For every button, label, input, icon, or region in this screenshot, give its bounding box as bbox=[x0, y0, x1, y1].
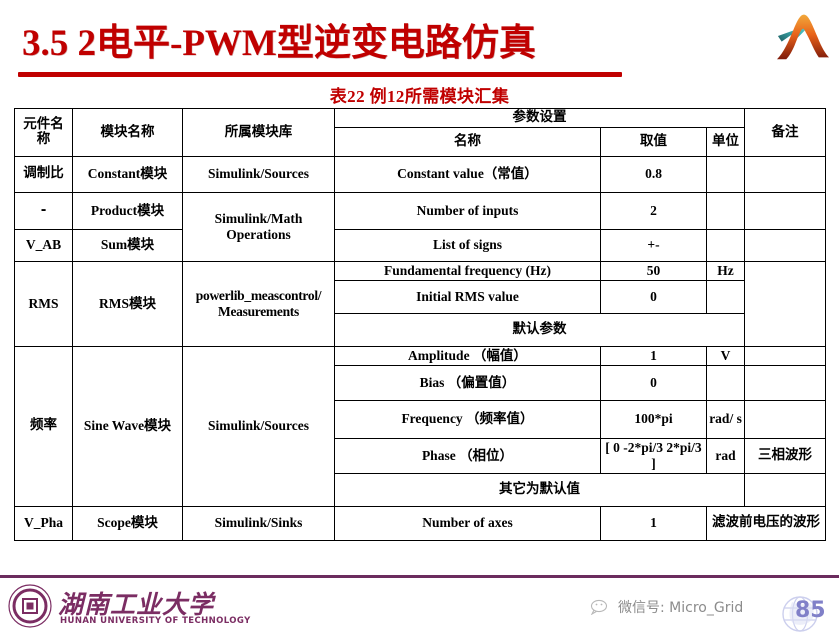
cell-component: 调制比 bbox=[14, 155, 73, 193]
cell-note bbox=[744, 155, 827, 193]
cell-value: 100*pi bbox=[600, 399, 707, 439]
table-row: Initial RMS value 0 bbox=[15, 279, 826, 314]
cell-param-span: 默认参数 bbox=[333, 312, 746, 347]
header-component-name: 元件名称 bbox=[14, 108, 73, 157]
cell-note: 滤波前电压的波形 bbox=[705, 505, 827, 541]
cell-value: 1 bbox=[600, 505, 707, 541]
table-row: Bias （偏置值） 0 bbox=[15, 364, 827, 401]
cell-component: V_Pha bbox=[14, 505, 73, 541]
cell-block: RMS模块 bbox=[72, 260, 183, 347]
cell-component: RMS bbox=[14, 260, 73, 347]
cell-unit: Hz bbox=[705, 260, 746, 281]
table-row: - Product模块 Simulink/Math Operations Num… bbox=[14, 191, 827, 262]
cell-library: Simulink/Sources bbox=[182, 345, 335, 507]
wechat-icon bbox=[590, 599, 612, 615]
cell-unit bbox=[705, 191, 746, 230]
cell-param: Phase （相位） bbox=[334, 437, 601, 474]
cell-value: 0 bbox=[600, 279, 707, 314]
cell-unit: V bbox=[705, 345, 746, 366]
table-caption: 表22 例12所需模块汇集 bbox=[329, 87, 510, 106]
cell-component: V_AB bbox=[14, 228, 73, 262]
header-param-value: 取值 bbox=[600, 126, 707, 157]
title-underline bbox=[18, 72, 622, 77]
cell-library: Simulink/Math Operations bbox=[182, 191, 335, 262]
header-block-library: 所属模块库 bbox=[182, 108, 335, 157]
cell-param: Number of inputs bbox=[334, 191, 601, 230]
wechat-label: 微信号: Micro_Grid bbox=[618, 600, 744, 616]
cell-block: Constant模块 bbox=[72, 155, 183, 193]
university-name-en: HUNAN UNIVERSITY OF TECHNOLOGY bbox=[60, 616, 251, 626]
cell-value: 1 bbox=[600, 345, 707, 366]
cell-value: 0.8 bbox=[600, 155, 707, 193]
cell-param: Constant value（常值） bbox=[334, 155, 601, 193]
cell-library: Simulink/Sources bbox=[182, 155, 335, 193]
table-header-row-1: 元件名称 模块名称 所属模块库 参数设置 备注 bbox=[14, 108, 827, 157]
cell-block: Sine Wave模块 bbox=[72, 345, 183, 507]
matlab-logo-icon bbox=[775, 10, 831, 62]
cell-unit: rad bbox=[705, 437, 746, 474]
cell-component: 频率 bbox=[14, 345, 73, 507]
cell-note bbox=[744, 228, 827, 262]
cell-note: 三相波形 bbox=[744, 437, 827, 474]
table-row: 默认参数 bbox=[15, 312, 826, 347]
cell-value: 0 bbox=[600, 364, 707, 401]
cell-unit bbox=[705, 364, 746, 401]
header-remark: 备注 bbox=[744, 108, 827, 157]
table-row: Frequency （频率值） 100*pi rad/ s bbox=[15, 399, 827, 439]
page-number: 85 bbox=[795, 598, 826, 623]
footer-divider bbox=[0, 575, 839, 578]
table-header-row-2: 名称 取值 单位 bbox=[15, 126, 826, 157]
cell-param: Frequency （频率值） bbox=[334, 399, 601, 439]
table-row: RMS RMS模块 powerlib_meascontrol/ Measurem… bbox=[14, 260, 827, 347]
header-block-name: 模块名称 bbox=[72, 108, 183, 157]
cell-param: List of signs bbox=[334, 228, 601, 262]
wechat-info: 微信号: Micro_Grid bbox=[590, 597, 743, 617]
cell-param: Initial RMS value bbox=[334, 279, 601, 314]
university-name: 湖南工业大学 bbox=[58, 590, 215, 619]
table-row: Phase （相位） [ 0 -2*pi/3 2*pi/3 ] rad 三相波形 bbox=[15, 437, 827, 474]
university-seal-icon bbox=[8, 584, 52, 628]
cell-note bbox=[744, 399, 827, 439]
title-area: 3.5 2电平-PWM型逆变电路仿真 bbox=[0, 6, 839, 77]
cell-note bbox=[744, 191, 827, 230]
university-logo: 湖南工业大学 HUNAN UNIVERSITY OF TECHNOLOGY bbox=[8, 584, 268, 628]
cell-value: 2 bbox=[600, 191, 707, 230]
cell-param: Number of axes bbox=[334, 505, 601, 541]
cell-note bbox=[744, 364, 827, 401]
cell-note bbox=[744, 345, 827, 366]
cell-unit bbox=[705, 155, 746, 193]
header-parameter-settings: 参数设置 bbox=[333, 108, 746, 128]
cell-note bbox=[744, 260, 827, 347]
cell-library: powerlib_meascontrol/ Measurements bbox=[182, 260, 335, 347]
table-row: 其它为默认值 bbox=[15, 472, 827, 507]
cell-component: - bbox=[14, 191, 73, 230]
cell-value: 50 bbox=[600, 260, 707, 281]
cell-value: +- bbox=[600, 228, 707, 262]
cell-unit bbox=[705, 228, 746, 262]
table-row: V_AB Sum模块 List of signs +- bbox=[14, 228, 827, 262]
table-row: 频率 Sine Wave模块 Simulink/Sources Amplitud… bbox=[14, 345, 827, 507]
header-param-unit: 单位 bbox=[705, 126, 746, 157]
cell-unit bbox=[705, 279, 746, 314]
cell-param: Amplitude （幅值） bbox=[334, 345, 601, 366]
cell-note bbox=[744, 472, 827, 507]
page-title: 3.5 2电平-PWM型逆变电路仿真 bbox=[22, 23, 536, 64]
globe-icon bbox=[770, 596, 830, 632]
cell-param: Fundamental frequency (Hz) bbox=[334, 260, 601, 281]
cell-unit: rad/ s bbox=[705, 399, 746, 439]
module-summary-table: 元件名称 模块名称 所属模块库 参数设置 备注 名称 取值 单位 调制比 Con… bbox=[14, 108, 827, 541]
cell-block: Sum模块 bbox=[72, 228, 183, 262]
cell-value: [ 0 -2*pi/3 2*pi/3 ] bbox=[600, 437, 707, 474]
cell-param: Bias （偏置值） bbox=[334, 364, 601, 401]
cell-param-span: 其它为默认值 bbox=[333, 472, 746, 507]
table-row: 调制比 Constant模块 Simulink/Sources Constant… bbox=[14, 155, 827, 193]
cell-library: Simulink/Sinks bbox=[182, 505, 335, 541]
cell-block: Product模块 bbox=[72, 191, 183, 230]
header-param-name: 名称 bbox=[334, 126, 601, 157]
cell-block: Scope模块 bbox=[72, 505, 183, 541]
table-row: V_Pha Scope模块 Simulink/Sinks Number of a… bbox=[14, 505, 827, 541]
